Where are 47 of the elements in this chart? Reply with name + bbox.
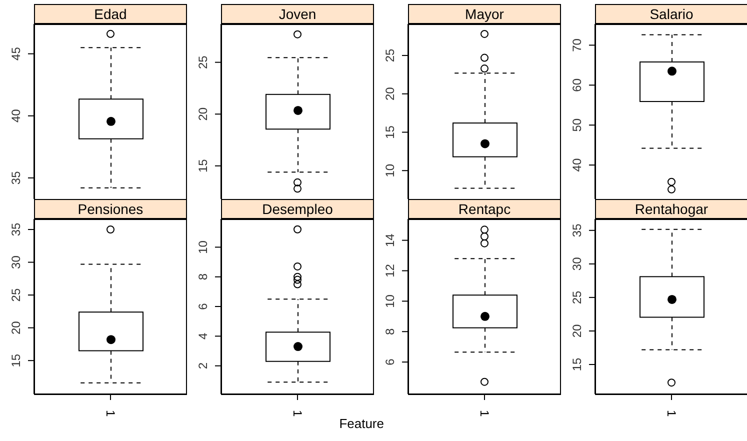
y-tick-label: 6 bbox=[383, 358, 397, 366]
y-tick-label: 15 bbox=[9, 354, 23, 368]
chart-title: Rentapc bbox=[408, 199, 561, 219]
x-axis-title: Feature bbox=[338, 416, 384, 431]
x-tick-label: 1 bbox=[290, 410, 304, 417]
y-tick-label: 35 bbox=[570, 223, 584, 238]
chart-title: Joven bbox=[221, 4, 374, 24]
chart-title: Rentahogar bbox=[595, 199, 747, 219]
chart-title: Edad bbox=[34, 4, 187, 24]
y-tick-label: 10 bbox=[196, 240, 210, 254]
y-tick-label: 20 bbox=[570, 324, 584, 338]
y-tick-label: 20 bbox=[196, 107, 210, 121]
x-tick-label: 1 bbox=[104, 410, 118, 417]
y-tick-label: 40 bbox=[9, 108, 23, 123]
y-tick-label: 30 bbox=[9, 255, 23, 269]
y-tick-label: 15 bbox=[570, 358, 584, 372]
y-tick-label: 10 bbox=[383, 164, 397, 178]
x-tick-label: 1 bbox=[478, 410, 492, 417]
y-tick-label: 70 bbox=[570, 38, 584, 52]
y-tick-label: 6 bbox=[196, 302, 210, 310]
y-tick-label: 25 bbox=[383, 48, 397, 62]
chart-title: Pensiones bbox=[34, 199, 187, 219]
y-tick-label: 60 bbox=[570, 78, 584, 92]
y-tick-label: 14 bbox=[383, 233, 397, 247]
y-tick-label: 15 bbox=[196, 158, 210, 173]
y-tick-label: 45 bbox=[9, 46, 23, 60]
y-tick-label: 2 bbox=[196, 362, 210, 370]
chart-title: Salario bbox=[595, 4, 747, 24]
y-tick-label: 25 bbox=[196, 55, 210, 69]
y-tick-label: 25 bbox=[9, 288, 23, 302]
y-tick-label: 50 bbox=[570, 118, 584, 132]
y-tick-label: 35 bbox=[9, 170, 23, 185]
y-tick-label: 35 bbox=[9, 222, 23, 236]
y-tick-label: 12 bbox=[383, 264, 397, 278]
y-tick-label: 25 bbox=[570, 290, 584, 304]
chart-title: Desempleo bbox=[221, 199, 374, 219]
y-tick-label: 15 bbox=[383, 125, 397, 139]
y-tick-label: 20 bbox=[9, 320, 23, 334]
chart-title: Mayor bbox=[408, 4, 561, 24]
y-tick-label: 10 bbox=[383, 294, 397, 308]
y-tick-label: 4 bbox=[196, 332, 210, 340]
y-tick-label: 40 bbox=[570, 158, 584, 172]
x-tick-label: 1 bbox=[664, 410, 678, 417]
y-tick-label: 8 bbox=[196, 273, 210, 280]
y-tick-label: 8 bbox=[383, 328, 397, 335]
y-tick-label: 20 bbox=[383, 86, 397, 101]
y-tick-label: 30 bbox=[570, 256, 584, 271]
